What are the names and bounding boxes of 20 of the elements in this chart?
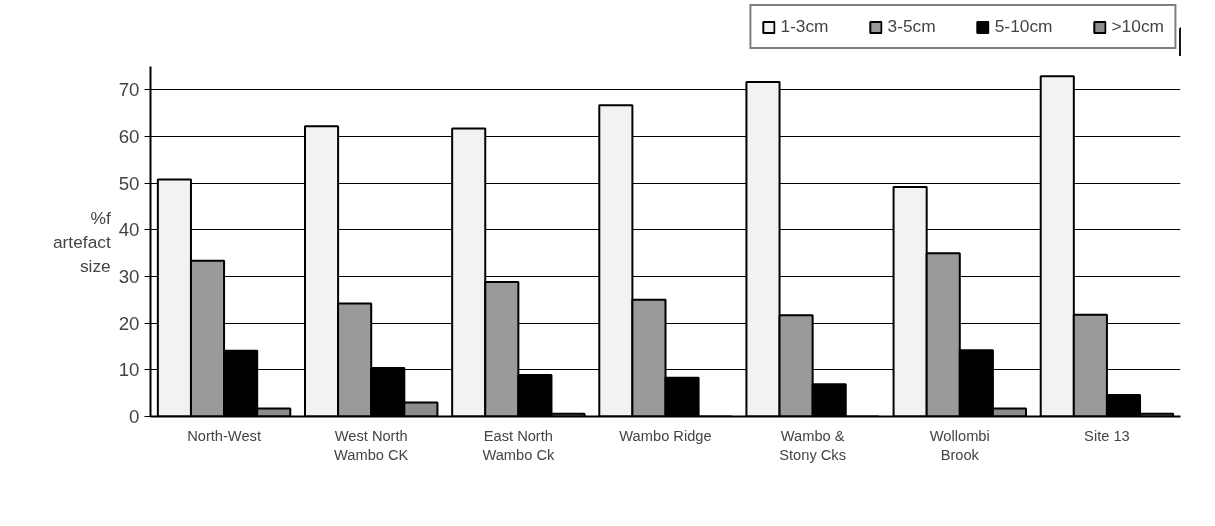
x-tick-label: West North Wambo CK <box>334 427 409 463</box>
x-tick-label: Wambo Ridge <box>619 427 712 444</box>
y-tick-label: 10 <box>118 359 140 381</box>
y-tick-label: 40 <box>118 219 140 241</box>
x-tick-label: East North Wambo Ck <box>482 427 555 463</box>
legend-label: >10cm <box>1111 16 1164 37</box>
x-tick-label: Wambo & Stony Cks <box>779 427 847 463</box>
legend-label: 3-5cm <box>887 16 936 37</box>
legend-label: 1-3cm <box>780 16 829 37</box>
y-tick-label: 60 <box>118 126 140 147</box>
y-axis-title: %f artefact size <box>52 207 111 276</box>
y-tick-label: 30 <box>118 266 140 287</box>
y-tick-label: 0 <box>129 406 140 427</box>
x-tick-label: Wollombi Brook <box>929 427 990 463</box>
x-tick-label: Site 13 <box>1084 427 1130 444</box>
legend-label: 5-10cm <box>994 16 1053 37</box>
y-tick-label: 20 <box>118 312 140 334</box>
y-tick-label: 50 <box>118 172 140 194</box>
y-tick-label: 70 <box>118 79 140 101</box>
x-tick-label: North-West <box>187 427 261 444</box>
